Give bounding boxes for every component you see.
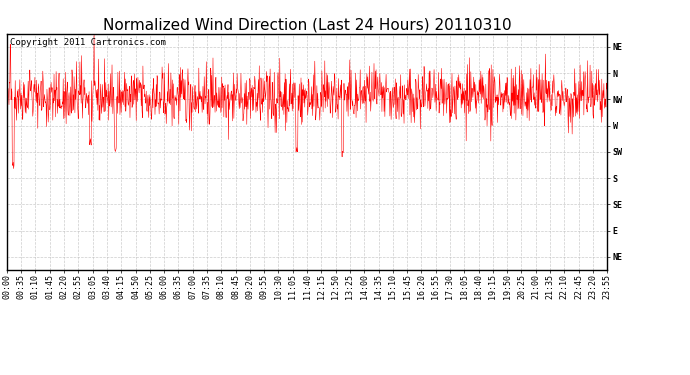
Title: Normalized Wind Direction (Last 24 Hours) 20110310: Normalized Wind Direction (Last 24 Hours… <box>103 18 511 33</box>
Text: Copyright 2011 Cartronics.com: Copyright 2011 Cartronics.com <box>10 39 166 48</box>
